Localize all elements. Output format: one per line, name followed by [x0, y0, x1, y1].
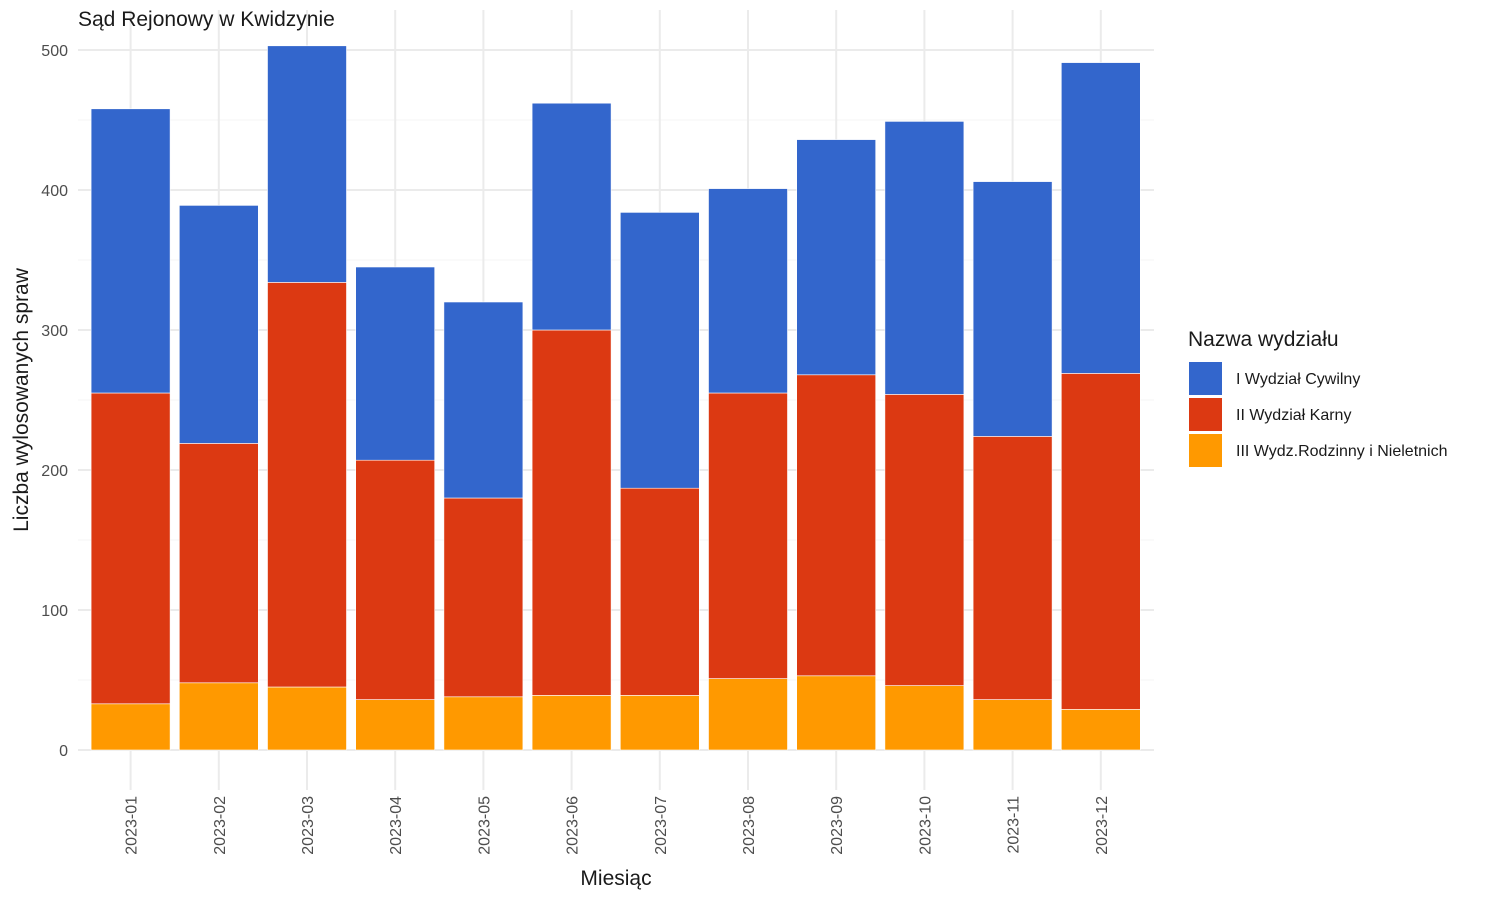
bar-segment — [796, 675, 877, 751]
y-tick-label: 300 — [41, 323, 68, 340]
x-tick-label: 2023-09 — [829, 796, 846, 855]
bar-segment — [443, 696, 524, 751]
bar-segment — [708, 188, 788, 394]
bar-segment — [619, 487, 700, 696]
x-tick-label: 2023-12 — [1094, 796, 1111, 855]
legend-key — [1189, 434, 1222, 467]
x-tick-label: 2023-03 — [300, 796, 317, 855]
bar-segment — [355, 266, 436, 461]
legend-key — [1189, 398, 1222, 431]
bar-segment — [443, 301, 524, 499]
bar-segment — [884, 685, 965, 751]
bar-segment — [708, 678, 788, 751]
bar-segment — [355, 699, 436, 751]
bar-segment — [179, 205, 259, 444]
bar-segment — [90, 108, 171, 394]
y-tick-label: 100 — [41, 603, 68, 620]
x-tick-label: 2023-06 — [565, 796, 582, 855]
x-tick-label: 2023-11 — [1006, 796, 1023, 854]
y-tick-label: 0 — [59, 743, 68, 760]
bar-segment — [355, 459, 436, 700]
bar-segment — [972, 699, 1053, 751]
x-tick-label: 2023-02 — [212, 796, 229, 855]
bar-segment — [179, 443, 259, 684]
bar-segment — [884, 121, 965, 395]
x-tick-label: 2023-08 — [741, 796, 758, 855]
bar-segment — [531, 102, 612, 331]
bar-segment — [884, 394, 965, 686]
bar-segment — [1061, 709, 1141, 751]
bar-segment — [267, 45, 347, 283]
chart-title: Sąd Rejonowy w Kwidzynie — [78, 8, 335, 31]
bar-segment — [267, 282, 347, 688]
y-tick-label: 500 — [41, 43, 68, 60]
bar-segment — [1061, 373, 1141, 710]
bar-segment — [1061, 62, 1141, 374]
bar-segment — [267, 686, 347, 751]
bar-segment — [619, 695, 700, 751]
legend: Nazwa wydziału I Wydział Cywilny II Wydzi… — [1188, 328, 1448, 467]
x-tick-label: 2023-04 — [388, 796, 405, 855]
bars — [90, 45, 1141, 751]
legend-label: I Wydział Cywilny — [1236, 371, 1360, 388]
x-axis-title: Miesiąc — [580, 867, 651, 890]
x-tick-label: 2023-05 — [476, 796, 493, 855]
bar-segment — [708, 392, 788, 679]
legend-label: II Wydział Karny — [1236, 407, 1351, 424]
bar-segment — [972, 181, 1053, 437]
bar-segment — [619, 212, 700, 489]
x-axis-ticks: 2023-01 2023-02 2023-03 2023-04 2023-05 2023-… — [124, 796, 1111, 855]
legend-label: III Wydz.Rodzinny i Nieletnich — [1236, 443, 1448, 460]
bar-segment — [443, 497, 524, 698]
bar-segment — [179, 682, 259, 751]
bar-segment — [531, 329, 612, 696]
bar-segment — [90, 392, 171, 705]
y-tick-label: 400 — [41, 183, 68, 200]
x-tick-label: 2023-10 — [917, 796, 934, 855]
x-tick-label: 2023-01 — [124, 796, 141, 855]
bar-segment — [90, 703, 171, 751]
x-tick-label: 2023-07 — [653, 796, 670, 855]
y-tick-label: 200 — [41, 463, 68, 480]
bar-segment — [796, 374, 877, 677]
legend-key — [1189, 362, 1222, 395]
bar-segment — [531, 695, 612, 751]
bar-segment — [972, 436, 1053, 700]
y-axis-ticks: 0 100 200 300 400 500 — [41, 43, 68, 760]
legend-title: Nazwa wydziału — [1188, 328, 1339, 351]
y-axis-title: Liczba wylosowanych spraw — [10, 267, 33, 532]
bar-segment — [796, 139, 877, 376]
